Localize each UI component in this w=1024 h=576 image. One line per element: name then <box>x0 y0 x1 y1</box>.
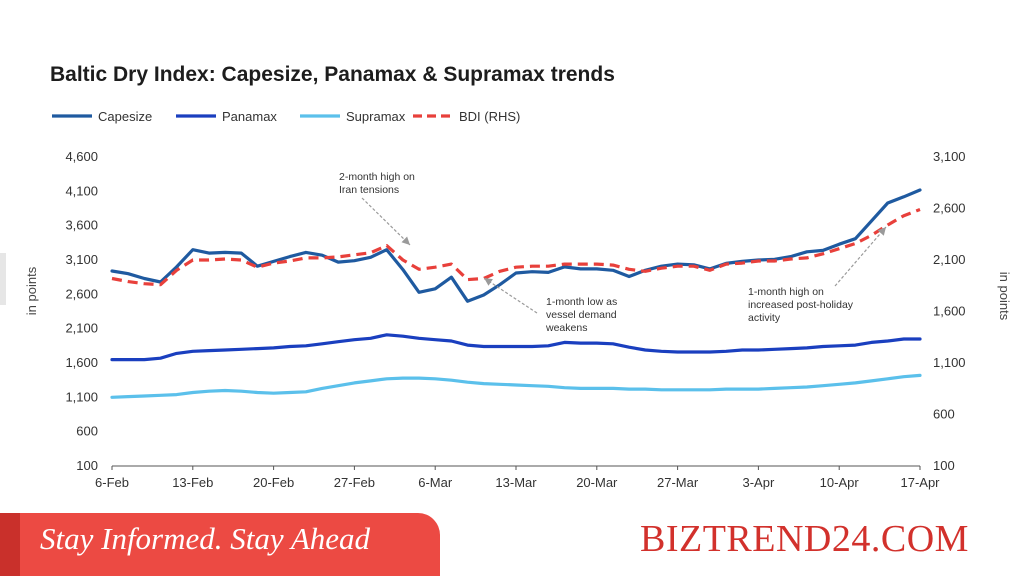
y-left-tick-label: 3,600 <box>65 218 98 233</box>
y-right-tick-label: 1,600 <box>933 304 966 319</box>
y-left-tick-label: 2,600 <box>65 286 98 301</box>
x-tick-label: 10-Apr <box>820 475 860 490</box>
series-line-supramax <box>110 373 922 399</box>
y-right-tick-label: 3,100 <box>933 149 966 164</box>
x-tick-label: 6-Mar <box>418 475 453 490</box>
y-right-tick-label: 600 <box>933 407 955 422</box>
annotation-arrow <box>361 197 411 246</box>
slogan-banner <box>0 513 440 576</box>
annotation-text: increased post-holiday <box>748 299 854 311</box>
series-line-capesize <box>110 188 922 303</box>
x-tick-label: 20-Mar <box>576 475 618 490</box>
y-left-tick-label: 1,600 <box>65 355 98 370</box>
x-tick-label: 27-Feb <box>334 475 375 490</box>
annotation-arrowhead <box>877 227 886 236</box>
y-right-tick-label: 1,100 <box>933 355 966 370</box>
x-tick-label: 20-Feb <box>253 475 294 490</box>
series-line-bdi-rhs <box>111 208 921 287</box>
series-line-panamax <box>110 333 922 362</box>
chart-area: 4,600 4,100 3,600 3,100 2,600 2,100 1,600 1,100… <box>24 109 1012 490</box>
annotation-arrowhead <box>401 236 410 245</box>
annotation-arrow <box>834 226 887 287</box>
y-right-axis-title: in points <box>997 272 1012 321</box>
y-left-tick-label: 2,100 <box>65 321 98 336</box>
x-tick-label: 17-Apr <box>900 475 940 490</box>
annotation-text: Iran tensions <box>339 184 399 196</box>
x-tick-label: 27-Mar <box>657 475 699 490</box>
y-left-tick-label: 600 <box>76 424 98 439</box>
y-left-axis-title: in points <box>24 266 39 315</box>
annotation-text: 2-month high on <box>339 171 415 183</box>
x-tick-label: 13-Feb <box>172 475 213 490</box>
annotation-text: weakens <box>545 322 587 334</box>
x-tick-label: 6-Feb <box>95 475 129 490</box>
legend-label: Supramax <box>346 109 406 124</box>
y-left-tick-label: 1,100 <box>65 389 98 404</box>
y-left-tick-label: 3,100 <box>65 252 98 267</box>
chart-title: Baltic Dry Index: Capesize, Panamax & Su… <box>50 63 615 86</box>
y-right-tick-label: 2,100 <box>933 252 966 267</box>
y-left-tick-label: 100 <box>76 458 98 473</box>
slogan-text: Stay Informed. Stay Ahead <box>40 521 371 556</box>
y-left-tick-label: 4,100 <box>65 183 98 198</box>
legend-label: Capesize <box>98 109 152 124</box>
legend-label: BDI (RHS) <box>459 109 520 124</box>
annotation-text: activity <box>748 312 781 324</box>
brand-logo[interactable]: BIZTREND24.COM <box>640 518 969 560</box>
y-left-tick-label: 4,600 <box>65 149 98 164</box>
y-right-tick-label: 100 <box>933 458 955 473</box>
legend-label: Panamax <box>222 109 277 124</box>
annotation-text: 1-month low as <box>546 296 617 308</box>
side-tab <box>0 253 6 305</box>
x-tick-label: 13-Mar <box>495 475 537 490</box>
slogan-banner-edge <box>0 513 20 576</box>
annotation-text: 1-month high on <box>748 286 824 298</box>
x-tick-label: 3-Apr <box>743 475 775 490</box>
brand-area <box>440 513 1024 576</box>
y-right-tick-label: 2,600 <box>933 201 966 216</box>
annotation-arrowhead <box>484 278 493 286</box>
annotation-text: vessel demand <box>546 309 617 321</box>
annotation-arrow <box>483 277 538 314</box>
